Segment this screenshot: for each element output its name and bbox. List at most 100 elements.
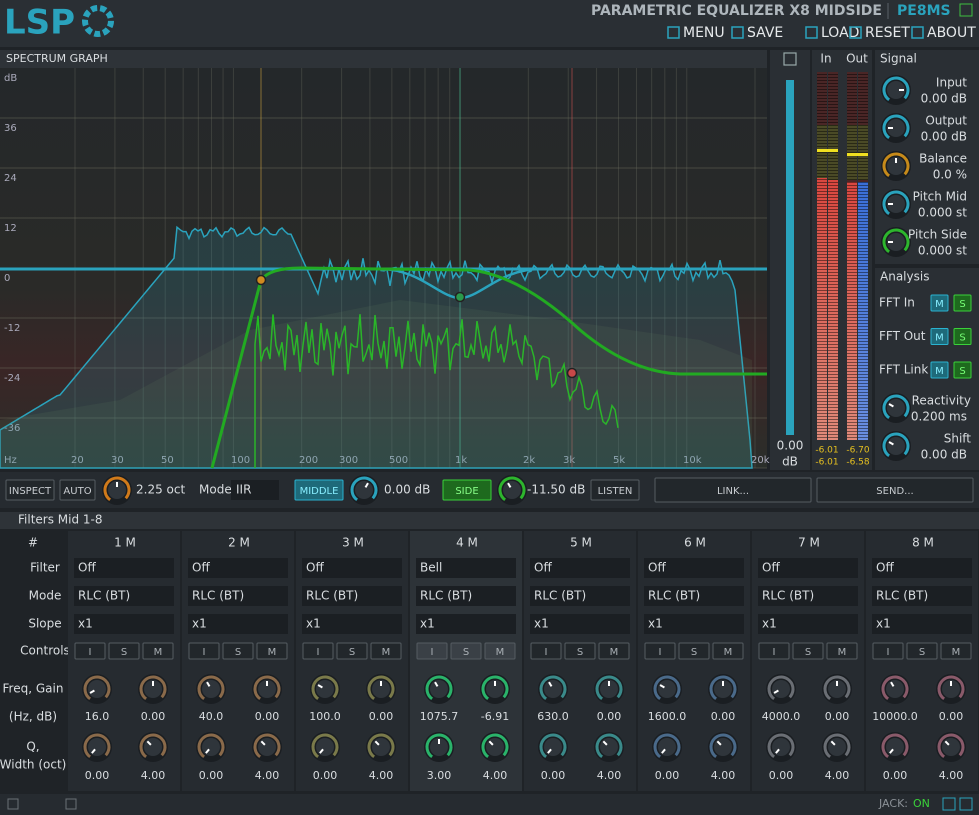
filter-select[interactable] xyxy=(74,558,174,578)
menu-item[interactable]: MENU xyxy=(683,25,725,41)
footer-icon[interactable] xyxy=(65,798,77,810)
menu-item[interactable]: SAVE xyxy=(747,25,783,41)
filter-select[interactable] xyxy=(644,614,744,634)
footer-icon[interactable] xyxy=(7,798,19,810)
fft-toggle[interactable] xyxy=(930,328,949,345)
control-button-label[interactable]: I xyxy=(317,647,320,658)
fft-toggle-label[interactable]: S xyxy=(959,299,965,310)
filter-select[interactable] xyxy=(530,586,630,606)
select-value[interactable]: x1 xyxy=(762,617,777,631)
send-button-label[interactable]: SEND... xyxy=(876,486,913,497)
select-value[interactable]: x1 xyxy=(420,617,435,631)
select-value[interactable]: RLC (BT) xyxy=(648,589,700,603)
control-button[interactable] xyxy=(302,642,334,660)
menu-icon[interactable] xyxy=(667,26,680,39)
footer-icon[interactable] xyxy=(942,797,956,811)
select-value[interactable]: Off xyxy=(648,561,666,575)
select-value[interactable]: RLC (BT) xyxy=(78,589,130,603)
control-button[interactable] xyxy=(826,642,858,660)
select-value[interactable]: RLC (BT) xyxy=(192,589,244,603)
select-value[interactable]: x1 xyxy=(78,617,93,631)
link-button-label[interactable]: LINK... xyxy=(717,486,749,497)
control-button-label[interactable]: S xyxy=(919,647,925,658)
control-button[interactable] xyxy=(530,642,562,660)
listen-button[interactable] xyxy=(590,479,640,501)
filter-select[interactable] xyxy=(416,586,516,606)
select-value[interactable]: x1 xyxy=(534,617,549,631)
filter-select[interactable] xyxy=(302,614,402,634)
control-button-label[interactable]: S xyxy=(121,647,127,658)
select-value[interactable]: RLC (BT) xyxy=(534,589,586,603)
control-button[interactable] xyxy=(712,642,744,660)
select-value[interactable]: Off xyxy=(78,561,96,575)
menu-item[interactable]: RESET xyxy=(865,25,910,41)
control-button-label[interactable]: S xyxy=(691,647,697,658)
control-button[interactable] xyxy=(336,642,368,660)
menu-icon[interactable] xyxy=(731,26,744,39)
control-button-label[interactable]: M xyxy=(496,647,505,658)
control-button[interactable] xyxy=(564,642,596,660)
auto-button-label[interactable]: AUTO xyxy=(63,486,91,497)
footer-icon[interactable] xyxy=(959,797,973,811)
control-button[interactable] xyxy=(758,642,790,660)
filter-select[interactable] xyxy=(758,614,858,634)
slider-track[interactable] xyxy=(786,80,794,435)
zoom-icon[interactable] xyxy=(783,52,797,66)
control-button[interactable] xyxy=(142,642,174,660)
select-value[interactable]: Off xyxy=(192,561,210,575)
filter-select[interactable] xyxy=(530,614,630,634)
control-button-label[interactable]: I xyxy=(203,647,206,658)
select-value[interactable]: Off xyxy=(762,561,780,575)
filter-select[interactable] xyxy=(758,558,858,578)
fft-toggle-label[interactable]: M xyxy=(935,333,944,344)
control-button[interactable] xyxy=(108,642,140,660)
filter-select[interactable] xyxy=(188,586,288,606)
control-button[interactable] xyxy=(906,642,938,660)
select-value[interactable]: RLC (BT) xyxy=(306,589,358,603)
control-button-label[interactable]: I xyxy=(887,647,890,658)
fft-toggle-label[interactable]: M xyxy=(935,299,944,310)
send-button[interactable] xyxy=(816,477,974,503)
control-button[interactable] xyxy=(450,642,482,660)
control-button-label[interactable]: S xyxy=(349,647,355,658)
select-value[interactable]: x1 xyxy=(876,617,891,631)
control-button-label[interactable]: I xyxy=(773,647,776,658)
filter-select[interactable] xyxy=(74,586,174,606)
control-button[interactable] xyxy=(188,642,220,660)
control-button[interactable] xyxy=(416,642,448,660)
control-button[interactable] xyxy=(598,642,630,660)
filter-select[interactable] xyxy=(416,614,516,634)
fft-toggle-label[interactable]: M xyxy=(935,366,944,377)
control-button[interactable] xyxy=(940,642,972,660)
filter-select[interactable] xyxy=(188,558,288,578)
select-value[interactable]: x1 xyxy=(306,617,321,631)
control-button-label[interactable]: M xyxy=(610,647,619,658)
fft-toggle[interactable] xyxy=(930,294,949,312)
control-button[interactable] xyxy=(872,642,904,660)
filter-select[interactable] xyxy=(188,614,288,634)
menu-icon[interactable] xyxy=(805,26,818,39)
select-value[interactable]: Off xyxy=(876,561,894,575)
control-button-label[interactable]: M xyxy=(154,647,163,658)
filter-select[interactable] xyxy=(302,558,402,578)
control-button-label[interactable]: M xyxy=(952,647,961,658)
middle-button[interactable] xyxy=(294,479,344,501)
control-button-label[interactable]: M xyxy=(268,647,277,658)
control-button[interactable] xyxy=(678,642,710,660)
control-button-label[interactable]: I xyxy=(545,647,548,658)
fft-toggle[interactable] xyxy=(930,361,949,379)
select-value[interactable]: Off xyxy=(306,561,324,575)
filter-select[interactable] xyxy=(74,614,174,634)
auto-button[interactable] xyxy=(59,479,96,501)
fft-toggle[interactable] xyxy=(953,361,972,379)
select-value[interactable]: Bell xyxy=(420,561,442,575)
link-button[interactable] xyxy=(654,477,812,503)
filter-select[interactable] xyxy=(416,558,516,578)
side-button[interactable] xyxy=(442,479,492,501)
filter-select[interactable] xyxy=(302,586,402,606)
filter-select[interactable] xyxy=(872,558,972,578)
filter-dot[interactable] xyxy=(454,291,466,303)
control-button-label[interactable]: I xyxy=(659,647,662,658)
select-value[interactable]: RLC (BT) xyxy=(420,589,472,603)
control-button-label[interactable]: M xyxy=(724,647,733,658)
